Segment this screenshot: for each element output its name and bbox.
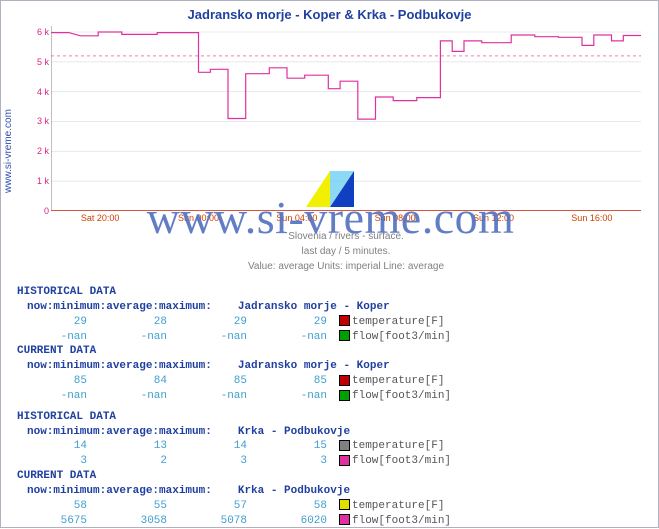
chart-plot-area: [51, 26, 641, 211]
y-tick-label: 3 k: [37, 116, 49, 126]
y-axis: 01 k2 k3 k4 k5 k6 k: [21, 26, 51, 211]
chart-svg: [51, 26, 641, 211]
x-tick-label: Sun 16:00: [571, 213, 612, 223]
caption-line-1: Slovenia / rivers - surface.: [51, 229, 641, 244]
y-tick-label: 5 k: [37, 57, 49, 67]
caption-line-3: Value: average Units: imperial Line: ave…: [51, 259, 641, 274]
x-tick-label: Sat 20:00: [81, 213, 120, 223]
x-tick-label: Sun 08:00: [375, 213, 416, 223]
y-axis-label: www.si-vreme.com: [3, 91, 17, 211]
section-current: CURRENT DATA: [17, 469, 637, 484]
chart-title: Jadransko morje - Koper & Krka - Podbuko…: [1, 7, 658, 22]
section-historical: HISTORICAL DATA: [17, 410, 637, 425]
section-current: CURRENT DATA: [17, 344, 637, 359]
caption-line-2: last day / 5 minutes.: [51, 244, 641, 259]
y-tick-label: 6 k: [37, 27, 49, 37]
section-historical: HISTORICAL DATA: [17, 285, 637, 300]
y-tick-label: 1 k: [37, 176, 49, 186]
x-tick-label: Sun 12:00: [473, 213, 514, 223]
x-tick-label: Sun 00:00: [178, 213, 219, 223]
x-tick-label: Sun 04:00: [276, 213, 317, 223]
x-axis: Sat 20:00 Sun 00:00 Sun 04:00 Sun 08:00 Sun …: [51, 213, 641, 227]
y-tick-label: 2 k: [37, 146, 49, 156]
chart-caption: Slovenia / rivers - surface. last day / …: [51, 229, 641, 274]
y-tick-label: 4 k: [37, 87, 49, 97]
rrd-graph-frame: Jadransko morje - Koper & Krka - Podbuko…: [0, 0, 659, 528]
data-tables: HISTORICAL DATAnow:minimum:average:maxim…: [17, 285, 637, 529]
y-tick-label: 0: [44, 206, 49, 216]
